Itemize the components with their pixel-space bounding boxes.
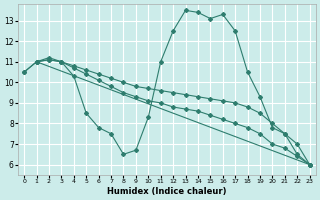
X-axis label: Humidex (Indice chaleur): Humidex (Indice chaleur) — [107, 187, 227, 196]
